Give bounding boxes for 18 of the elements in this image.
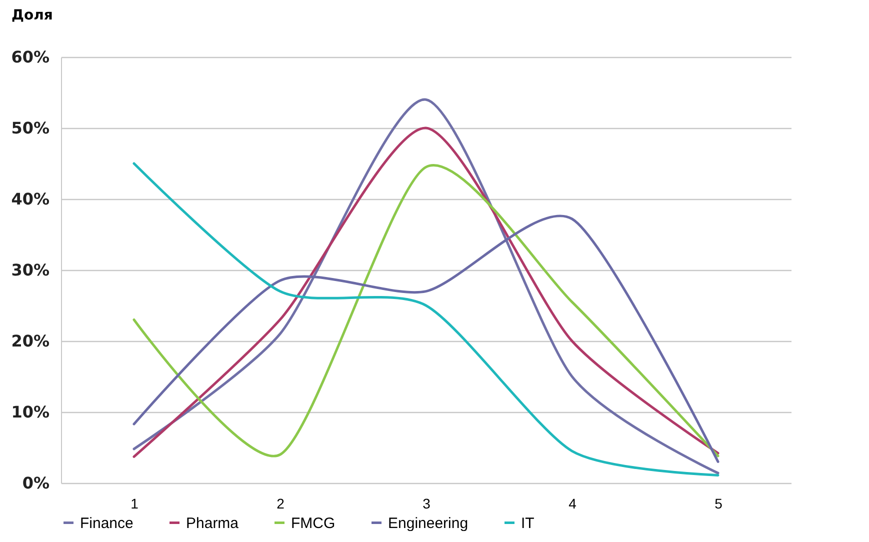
y-axis-title: Доля [12,8,53,24]
x-tick-label: 5 [714,496,723,512]
legend-label: Pharma [186,514,240,532]
x-tick-label: 1 [130,496,139,512]
legend-label: IT [521,514,534,532]
legend-label: Engineering [388,514,468,532]
y-tick-label: 0% [22,474,50,492]
x-tick-label: 4 [568,496,577,512]
x-tick-label: 2 [276,496,285,512]
x-tick-label: 3 [422,496,431,512]
y-tick-label: 60% [11,48,50,66]
y-tick-label: 20% [11,332,50,350]
y-tick-label: 10% [11,402,50,422]
y-tick-label: 50% [11,118,50,138]
legend-label: FMCG [291,514,336,532]
legend-label: Finance [80,514,134,532]
y-tick-label: 30% [11,260,50,280]
y-tick-label: 40% [11,190,50,208]
